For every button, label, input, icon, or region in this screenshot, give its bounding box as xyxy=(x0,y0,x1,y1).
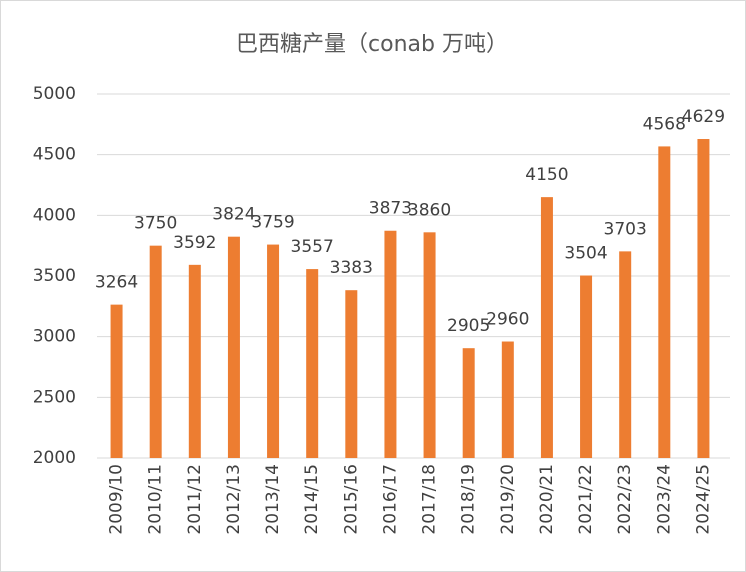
bar xyxy=(267,244,280,458)
data-label: 3860 xyxy=(408,200,451,220)
y-tick-label: 5000 xyxy=(33,84,76,104)
data-label: 3759 xyxy=(251,213,294,233)
y-tick-label: 4500 xyxy=(33,145,76,165)
y-tick-label: 2000 xyxy=(33,448,76,468)
data-label: 3873 xyxy=(369,199,412,219)
bar xyxy=(110,304,123,458)
x-tick-label: 2020/21 xyxy=(537,464,557,535)
data-label: 2905 xyxy=(447,316,490,336)
bar xyxy=(345,290,358,458)
x-tick-label: 2013/14 xyxy=(263,464,283,535)
x-tick-label: 2023/24 xyxy=(654,464,674,535)
chart-title: 巴西糖产量（conab 万吨） xyxy=(236,32,508,57)
bar xyxy=(188,264,201,458)
x-tick-label: 2017/18 xyxy=(420,464,440,535)
x-tick-label: 2018/19 xyxy=(459,464,479,535)
data-label: 3557 xyxy=(291,237,334,257)
data-label: 3504 xyxy=(564,244,607,264)
bar xyxy=(540,197,553,458)
x-tick-label: 2014/15 xyxy=(302,464,322,535)
x-tick-label: 2009/10 xyxy=(107,464,127,535)
x-tick-label: 2012/13 xyxy=(224,464,244,535)
x-tick-label: 2024/25 xyxy=(693,464,713,535)
bar xyxy=(619,251,632,458)
x-tick-label: 2016/17 xyxy=(380,464,400,535)
x-tick-label: 2022/23 xyxy=(615,464,635,535)
bar xyxy=(501,341,514,458)
bar xyxy=(149,245,162,458)
data-label: 2960 xyxy=(486,310,529,330)
bar xyxy=(658,146,671,458)
y-tick-label: 4000 xyxy=(33,205,76,225)
bar xyxy=(306,269,319,458)
data-label: 3703 xyxy=(604,219,647,239)
x-tick-label: 2021/22 xyxy=(576,464,596,535)
x-tick-label: 2011/12 xyxy=(185,464,205,535)
bar xyxy=(580,275,593,458)
y-tick-label: 3500 xyxy=(33,266,76,286)
data-label: 3824 xyxy=(212,205,255,225)
bar xyxy=(384,230,397,458)
bar xyxy=(697,139,710,459)
x-tick-label: 2015/16 xyxy=(341,464,361,535)
data-label: 3750 xyxy=(134,214,177,234)
y-tick-label: 2500 xyxy=(33,387,76,407)
x-tick-label: 2019/20 xyxy=(498,464,518,535)
bar xyxy=(227,236,240,458)
data-label: 4629 xyxy=(682,107,725,127)
data-label: 4568 xyxy=(643,114,686,134)
bar xyxy=(462,348,475,458)
data-label: 4150 xyxy=(525,165,568,185)
data-label: 3264 xyxy=(95,273,138,293)
bar xyxy=(423,232,436,458)
x-tick-label: 2010/11 xyxy=(146,464,166,535)
data-label: 3592 xyxy=(173,233,216,253)
y-tick-label: 3000 xyxy=(33,327,76,347)
data-label: 3383 xyxy=(330,258,373,278)
